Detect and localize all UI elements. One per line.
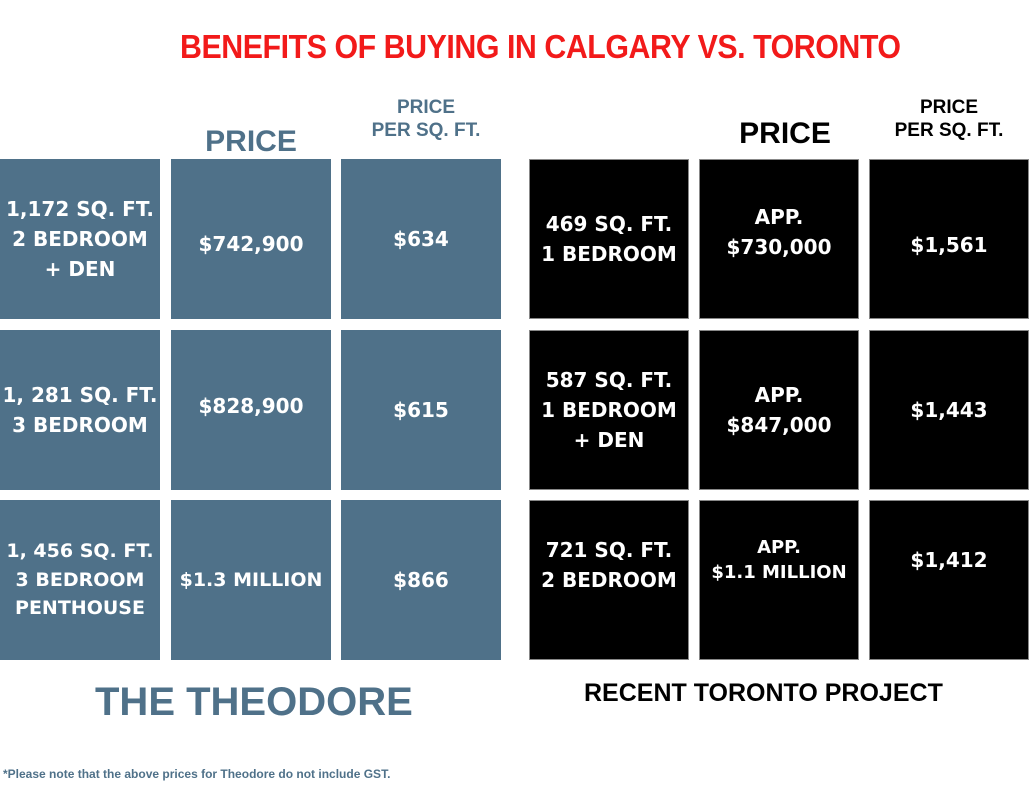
calgary-price-cell: $828,900 [171, 330, 331, 490]
calgary-per-sqft-cell: $615 [341, 330, 501, 490]
toronto-price-per-sqft-header: PRICE PER SQ. FT. [894, 97, 1004, 141]
toronto-per-sqft-cell: $1,443 [869, 330, 1029, 490]
footnote: *Please note that the above prices for T… [3, 767, 391, 781]
toronto-project-label: RECENT TORONTO PROJECT [584, 679, 943, 707]
toronto-price-cell: APP. $1.1 MILLION [699, 500, 859, 660]
toronto-price-header: PRICE [739, 117, 831, 150]
calgary-price-header: PRICE [205, 125, 297, 158]
toronto-per-sqft-cell: $1,561 [869, 159, 1029, 319]
calgary-per-sqft-cell: $866 [341, 500, 501, 660]
page-title: BENEFITS OF BUYING IN CALGARY VS. TORONT… [180, 28, 901, 65]
calgary-project-label: THE THEODORE [95, 680, 413, 724]
calgary-unit-cell: 1, 281 SQ. FT. 3 BEDROOM [0, 330, 160, 490]
calgary-price-cell: $1.3 MILLION [171, 500, 331, 660]
toronto-price-cell: APP. $847,000 [699, 330, 859, 490]
calgary-unit-cell: 1, 456 SQ. FT. 3 BEDROOM PENTHOUSE [0, 500, 160, 660]
toronto-per-sqft-cell: $1,412 [869, 500, 1029, 660]
calgary-unit-cell: 1,172 SQ. FT. 2 BEDROOM + DEN [0, 159, 160, 319]
toronto-unit-cell: 469 SQ. FT. 1 BEDROOM [529, 159, 689, 319]
calgary-price-per-sqft-header: PRICE PER SQ. FT. [371, 97, 481, 141]
toronto-unit-cell: 721 SQ. FT. 2 BEDROOM [529, 500, 689, 660]
toronto-unit-cell: 587 SQ. FT. 1 BEDROOM + DEN [529, 330, 689, 490]
toronto-price-cell: APP. $730,000 [699, 159, 859, 319]
calgary-per-sqft-cell: $634 [341, 159, 501, 319]
calgary-price-cell: $742,900 [171, 159, 331, 319]
